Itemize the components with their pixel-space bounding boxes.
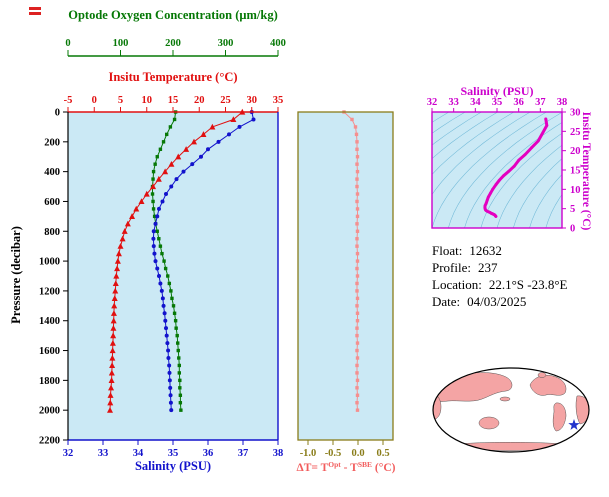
ts-diagram: 32 33 34 35 36 37 38 0 5 10 15 20 25 30 [427,97,581,235]
date-label: Date: [432,294,461,309]
svg-text:15: 15 [168,95,179,106]
delta-axis: -1.0 -0.5 0.0 0.5 [300,440,390,459]
profile-value: 237 [478,260,498,275]
temperature-axis-title: Insitu Temperature (°C) [108,70,238,84]
oxygen-series [150,110,183,412]
svg-text:15: 15 [570,166,581,177]
svg-text:1800: 1800 [39,376,60,387]
delta-label-sup-sbe: SBE [357,460,373,469]
svg-text:25: 25 [570,127,581,138]
location-star [568,419,580,430]
location-value: 22.1°S -23.8°E [488,277,568,292]
temperature-axis: -5 0 5 10 15 20 25 30 35 [64,95,284,112]
salinity-axis: 32 33 34 35 36 37 38 [63,440,284,459]
svg-text:1400: 1400 [39,316,60,327]
svg-text:5: 5 [118,95,123,106]
svg-text:35: 35 [168,448,179,459]
world-map [432,367,590,453]
temperature-difference-plot: -1.0 -0.5 0.0 0.5 [297,110,394,459]
svg-text:400: 400 [44,167,60,178]
svg-text:10: 10 [142,95,153,106]
svg-text:25: 25 [220,95,231,106]
ts-series [483,117,549,218]
oxygen-axis: 0 100 200 300 400 [65,38,286,57]
svg-text:0: 0 [570,224,575,235]
location-label: Location: [432,277,482,292]
red-corner-bar [29,12,41,15]
svg-text:0.5: 0.5 [376,448,389,459]
svg-text:32: 32 [63,448,74,459]
svg-text:30: 30 [247,95,258,106]
ts-salinity-axis: 32 33 34 35 36 37 38 [427,97,568,112]
svg-text:100: 100 [113,38,129,49]
float-info-line: Date: 04/03/2025 [432,293,567,310]
svg-text:2000: 2000 [39,406,60,417]
svg-text:36: 36 [513,97,524,108]
svg-text:30: 30 [570,108,581,119]
svg-text:33: 33 [98,448,109,459]
svg-text:37: 37 [238,448,249,459]
svg-text:0.0: 0.0 [351,448,364,459]
ts-temperature-axis: 0 5 10 15 20 25 30 [562,108,581,235]
profile-plot: 0200400600800100012001400160018002000220… [39,38,286,459]
svg-text:33: 33 [448,97,459,108]
delta-label-part: ΔT= T [296,462,329,474]
svg-text:200: 200 [44,137,60,148]
svg-text:10: 10 [570,185,581,196]
svg-text:32: 32 [427,97,438,108]
svg-text:600: 600 [44,197,60,208]
svg-text:1200: 1200 [39,286,60,297]
svg-text:5: 5 [570,204,575,215]
oxygen-axis-title: Optode Oxygen Concentration (μm/kg) [68,8,278,22]
red-corner-bar [29,7,41,10]
svg-text:38: 38 [557,97,568,108]
salinity-series [151,110,256,413]
ts-temperature-axis-title: Insitu Temperature (°C) [580,111,592,231]
float-info-block: Float: 12632 Profile: 237 Location: 22.1°S … [432,242,567,310]
pressure-axis-title: Pressure (decibar) [9,226,23,324]
profile-label: Profile: [432,260,471,275]
temperature-series [107,108,246,413]
svg-text:38: 38 [273,448,284,459]
svg-text:200: 200 [165,38,181,49]
pressure-axis: 0 200 400 600 800 1000 1200 1400 1600 1800 2000 220… [39,108,68,447]
float-label: Float: [432,243,463,258]
svg-text:-0.5: -0.5 [325,448,342,459]
delta-label-sup-opt: Opt [328,460,341,469]
float-info-line: Profile: 237 [432,259,567,276]
svg-text:-1.0: -1.0 [300,448,317,459]
ts-salinity-axis-title: Salinity (PSU) [460,84,534,98]
svg-text:0: 0 [55,108,60,119]
svg-text:34: 34 [470,97,481,108]
svg-text:1600: 1600 [39,346,60,357]
delta-axis-label: ΔT= TOpt - TSBE (°C) [286,460,406,474]
ts-density-contours [432,112,562,228]
delta-label-part: - T [340,462,358,474]
svg-text:36: 36 [203,448,214,459]
salinity-axis-title: Salinity (PSU) [134,459,212,473]
svg-text:35: 35 [492,97,503,108]
svg-text:1000: 1000 [39,257,60,268]
svg-text:2200: 2200 [39,436,60,447]
svg-text:20: 20 [570,146,581,157]
svg-text:20: 20 [194,95,205,106]
date-value: 04/03/2025 [467,294,527,309]
svg-text:0: 0 [92,95,97,106]
svg-text:-5: -5 [64,95,73,106]
float-info-line: Location: 22.1°S -23.8°E [432,276,567,293]
float-value: 12632 [469,243,502,258]
float-info-line: Float: 12632 [432,242,567,259]
svg-text:35: 35 [273,95,284,106]
svg-text:800: 800 [44,227,60,238]
svg-text:34: 34 [133,448,144,459]
svg-text:0: 0 [65,38,70,49]
delta-label-part: (°C) [372,462,396,474]
svg-text:37: 37 [535,97,546,108]
svg-text:300: 300 [218,38,234,49]
svg-text:400: 400 [270,38,286,49]
red-corner-mark [29,7,41,16]
